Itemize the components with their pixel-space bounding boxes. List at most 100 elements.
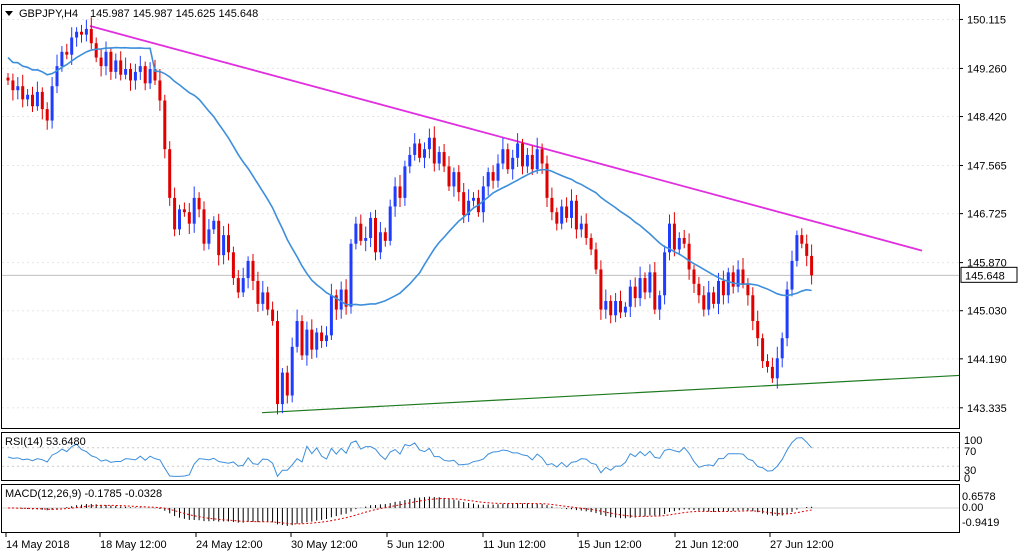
y-tick-label: 144.190 — [967, 354, 1007, 366]
candle-body — [570, 200, 573, 218]
candle-body — [413, 143, 417, 155]
candle-body — [496, 163, 500, 181]
y-tick-label: 148.420 — [967, 112, 1007, 124]
candle-body — [707, 292, 711, 310]
candle-body — [702, 295, 706, 310]
candle-body — [511, 157, 515, 170]
candle-body — [795, 235, 799, 261]
candle-body — [677, 237, 681, 250]
candle-body — [231, 252, 235, 279]
candle-body — [310, 329, 314, 350]
candle-body — [163, 100, 167, 150]
candle-body — [246, 260, 250, 279]
ohlc-header: 145.987 145.987 145.625 145.648 — [90, 8, 258, 20]
candle-body — [364, 237, 368, 241]
candle-body — [521, 143, 524, 167]
candle-body — [251, 260, 255, 281]
candle-body — [187, 212, 191, 224]
candle-body — [604, 300, 608, 310]
candle-body — [800, 235, 804, 244]
y-tick-label: 145.030 — [967, 306, 1007, 318]
candle-body — [16, 86, 20, 91]
candle-body — [418, 143, 422, 158]
x-tick-label: 14 May 2018 — [6, 539, 70, 551]
candle-body — [633, 286, 637, 299]
candle-body — [60, 51, 64, 67]
candle-body — [109, 51, 113, 72]
candle-body — [104, 51, 108, 67]
candle-body — [148, 69, 152, 84]
candle-body — [40, 91, 44, 110]
candle-body — [761, 338, 765, 362]
candle-body — [403, 166, 407, 198]
candle-body — [398, 186, 402, 198]
candle-body — [432, 137, 436, 164]
candle-body — [153, 69, 157, 81]
candle-body — [658, 295, 662, 310]
dropdown-triangle-icon[interactable] — [5, 11, 13, 16]
candle-body — [579, 223, 583, 230]
candle-body — [378, 232, 382, 253]
macd-tick-zero: 0.00 — [962, 502, 983, 514]
candle-body — [212, 220, 216, 230]
candle-body — [501, 149, 505, 164]
moving-average — [7, 46, 812, 306]
macd-panel-frame — [1, 484, 960, 533]
candle-body — [648, 272, 652, 293]
candle-body — [334, 295, 338, 310]
candle-body — [315, 332, 319, 350]
candle-body — [344, 289, 348, 307]
candle-body — [45, 109, 49, 121]
candle-body — [770, 366, 774, 379]
candle-body — [408, 154, 412, 167]
candle-body — [133, 71, 137, 81]
candle-body — [530, 154, 534, 170]
candle-body — [325, 335, 328, 342]
candle-body — [80, 31, 83, 35]
candle-body — [158, 80, 162, 101]
candle-body — [574, 200, 578, 230]
candle-body — [70, 37, 74, 55]
candle-body — [280, 372, 284, 405]
candle-body — [427, 137, 431, 150]
candle-body — [94, 43, 98, 58]
candle-body — [540, 149, 544, 164]
candle-body — [173, 197, 177, 230]
candle-body — [374, 217, 377, 253]
x-tick-label: 21 Jun 12:00 — [675, 539, 739, 551]
y-tick-label: 146.725 — [967, 209, 1007, 221]
candle-body — [663, 252, 667, 296]
candle-body — [99, 57, 103, 67]
candle-body — [712, 292, 716, 304]
candle-body — [628, 286, 632, 307]
candle-body — [486, 172, 490, 187]
candles — [6, 17, 814, 415]
candle-body — [726, 272, 730, 296]
x-tick-label: 24 May 12:00 — [196, 539, 263, 551]
candle-body — [805, 243, 809, 256]
candle-body — [516, 143, 520, 158]
candle-body — [452, 172, 456, 187]
y-tick-label: 147.565 — [967, 161, 1007, 173]
y-tick-label: 143.335 — [967, 403, 1007, 415]
rsi-tick-100: 100 — [964, 435, 982, 447]
candle-body — [354, 223, 358, 244]
y-tick-label: 150.115 — [967, 14, 1006, 26]
rsi-panel-frame — [1, 432, 960, 481]
candle-body — [393, 186, 397, 207]
candle-body — [442, 152, 446, 167]
candle-body — [202, 209, 206, 244]
candle-body — [687, 243, 691, 270]
candle-body — [697, 283, 701, 296]
candle-body — [339, 289, 343, 310]
rsi-line — [7, 437, 812, 478]
candle-body — [525, 154, 529, 167]
candle-body — [222, 235, 226, 256]
candle-body — [119, 60, 123, 75]
candle-body — [717, 280, 720, 304]
candle-body — [614, 300, 618, 316]
candle-body — [785, 289, 789, 339]
candle-body — [766, 361, 769, 367]
x-tick-label: 18 May 12:00 — [100, 539, 167, 551]
